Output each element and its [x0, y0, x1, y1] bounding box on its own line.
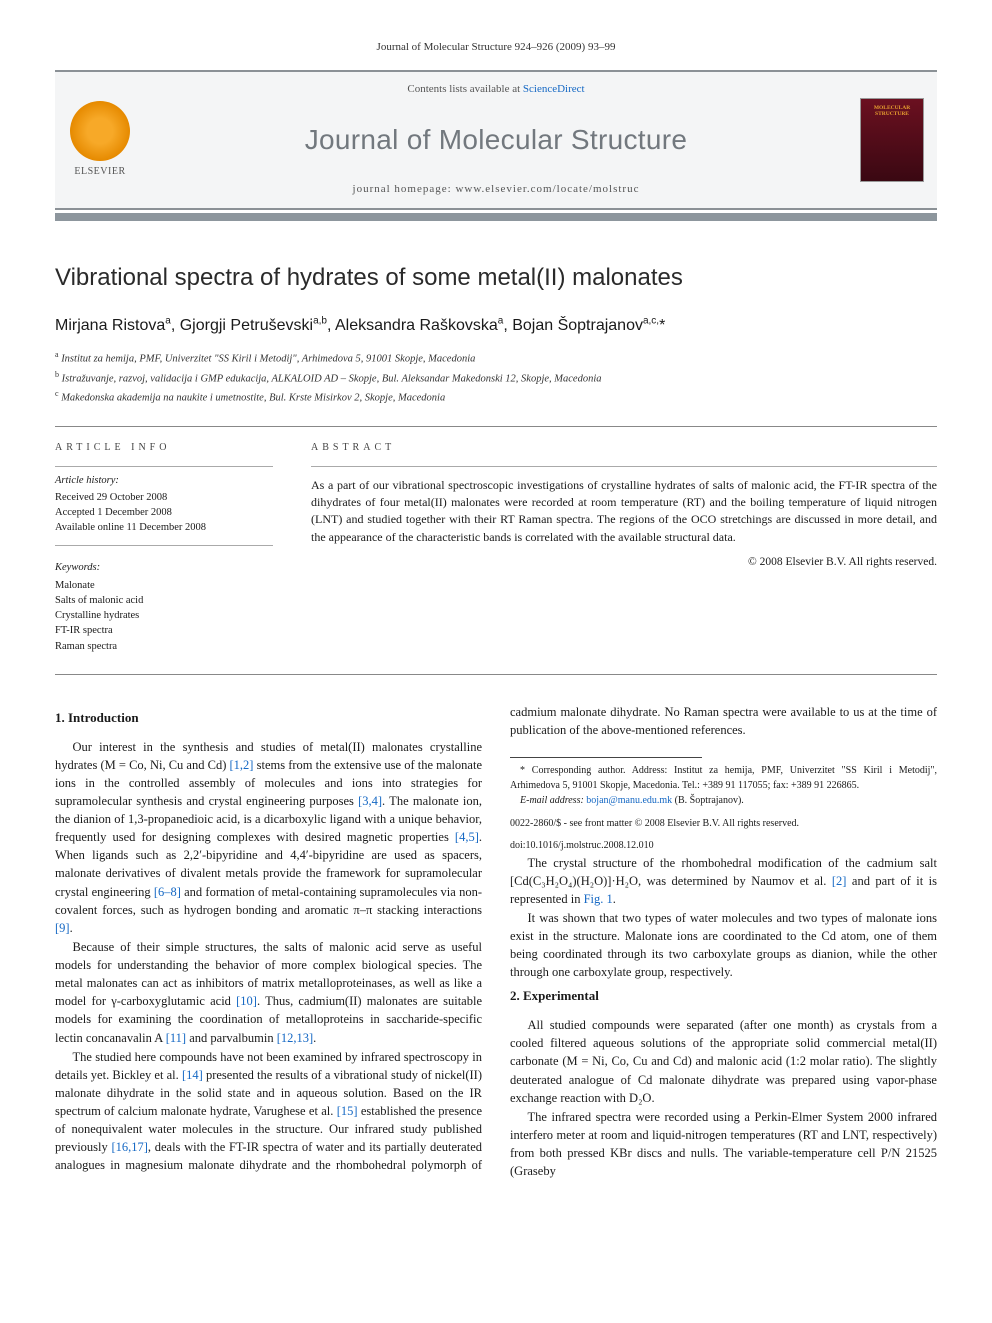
abstract-text: As a part of our vibrational spectroscop…: [311, 477, 937, 547]
history-received: Received 29 October 2008: [55, 490, 273, 505]
publisher-logo: ELSEVIER: [55, 72, 145, 208]
article-info-heading: ARTICLE INFO: [55, 441, 273, 456]
affiliation-a: a Institut za hemija, PMF, Univerzitet "…: [55, 349, 937, 367]
journal-reference: Journal of Molecular Structure 924–926 (…: [55, 40, 937, 56]
email-line: E-mail address: bojan@manu.edu.mk (B. Šo…: [510, 794, 937, 809]
ref-link-15[interactable]: [15]: [337, 1104, 358, 1118]
journal-cover: MOLECULAR STRUCTURE: [847, 72, 937, 208]
history-accepted: Accepted 1 December 2008: [55, 505, 273, 520]
homepage-url[interactable]: www.elsevier.com/locate/molstruc: [455, 183, 639, 195]
author-list: Mirjana Ristovaa, Gjorgji Petruševskia,b…: [55, 314, 937, 337]
ref-link-6-8[interactable]: [6–8]: [154, 885, 181, 899]
journal-homepage-line: journal homepage: www.elsevier.com/locat…: [145, 182, 847, 198]
ref-link-3-4[interactable]: [3,4]: [358, 794, 382, 808]
abstract-heading: ABSTRACT: [311, 441, 937, 456]
header-center: Contents lists available at ScienceDirec…: [145, 72, 847, 208]
contents-prefix: Contents lists available at: [407, 83, 522, 95]
abstract-column: ABSTRACT As a part of our vibrational sp…: [311, 441, 937, 654]
footnote-separator: [510, 757, 702, 758]
intro-para-1: Our interest in the synthesis and studie…: [55, 738, 482, 937]
homepage-prefix: journal homepage:: [353, 183, 456, 195]
keyword-2: Salts of malonic acid: [55, 593, 273, 608]
section-1-heading: 1. Introduction: [55, 709, 482, 728]
ref-link-10[interactable]: [10]: [236, 994, 257, 1008]
affiliation-c: c Makedonska akademija na naukite i umet…: [55, 388, 937, 406]
keyword-1: Malonate: [55, 578, 273, 593]
section-divider-2: [55, 674, 937, 675]
journal-title: Journal of Molecular Structure: [145, 120, 847, 161]
intro-para-5: It was shown that two types of water mol…: [510, 909, 937, 982]
header-underline-bar: [55, 213, 937, 221]
corresponding-author-note: * Corresponding author. Address: Institu…: [510, 764, 937, 793]
elsevier-tree-icon: [70, 101, 130, 161]
affiliation-b: b Istražuvanje, razvoj, validacija i GMP…: [55, 369, 937, 387]
ref-link-11[interactable]: [11]: [166, 1031, 186, 1045]
ref-link-14[interactable]: [14]: [182, 1068, 203, 1082]
ref-link-16-17[interactable]: [16,17]: [111, 1140, 147, 1154]
cover-thumbnail: MOLECULAR STRUCTURE: [860, 98, 924, 182]
intro-para-4: The crystal structure of the rhombohedra…: [510, 854, 937, 908]
exp-para-2: The infrared spectra were recorded using…: [510, 1108, 937, 1181]
publisher-name: ELSEVIER: [74, 165, 125, 180]
article-info-column: ARTICLE INFO Article history: Received 2…: [55, 441, 273, 654]
journal-header: ELSEVIER Contents lists available at Sci…: [55, 70, 937, 210]
cover-text-2: STRUCTURE: [875, 111, 909, 117]
section-2-heading: 2. Experimental: [510, 987, 937, 1006]
keyword-3: Crystalline hydrates: [55, 608, 273, 623]
ref-link-4-5[interactable]: [4,5]: [455, 830, 479, 844]
history-heading: Article history:: [55, 473, 273, 488]
body-columns: 1. Introduction Our interest in the synt…: [55, 703, 937, 1181]
ref-link-2[interactable]: [2]: [832, 874, 847, 888]
contents-available-line: Contents lists available at ScienceDirec…: [145, 82, 847, 98]
exp-para-1: All studied compounds were separated (af…: [510, 1016, 937, 1107]
intro-para-2: Because of their simple structures, the …: [55, 938, 482, 1047]
doi-line: doi:10.1016/j.molstruc.2008.12.010: [510, 839, 937, 854]
sciencedirect-link[interactable]: ScienceDirect: [523, 83, 585, 95]
keywords-heading: Keywords:: [55, 560, 273, 575]
article-title: Vibrational spectra of hydrates of some …: [55, 261, 937, 296]
keyword-4: FT-IR spectra: [55, 623, 273, 638]
history-online: Available online 11 December 2008: [55, 520, 273, 535]
ref-link-9[interactable]: [9]: [55, 921, 70, 935]
footnotes-block: * Corresponding author. Address: Institu…: [510, 764, 937, 809]
issn-line: 0022-2860/$ - see front matter © 2008 El…: [510, 817, 937, 832]
copyright-line: © 2008 Elsevier B.V. All rights reserved…: [311, 554, 937, 571]
section-divider: [55, 426, 937, 427]
keyword-5: Raman spectra: [55, 639, 273, 654]
figure-1-link[interactable]: Fig. 1: [584, 892, 613, 906]
article-meta-row: ARTICLE INFO Article history: Received 2…: [55, 441, 937, 654]
ref-link-1-2[interactable]: [1,2]: [230, 758, 254, 772]
ref-link-12-13[interactable]: [12,13]: [277, 1031, 313, 1045]
author-email-link[interactable]: bojan@manu.edu.mk: [586, 795, 672, 806]
